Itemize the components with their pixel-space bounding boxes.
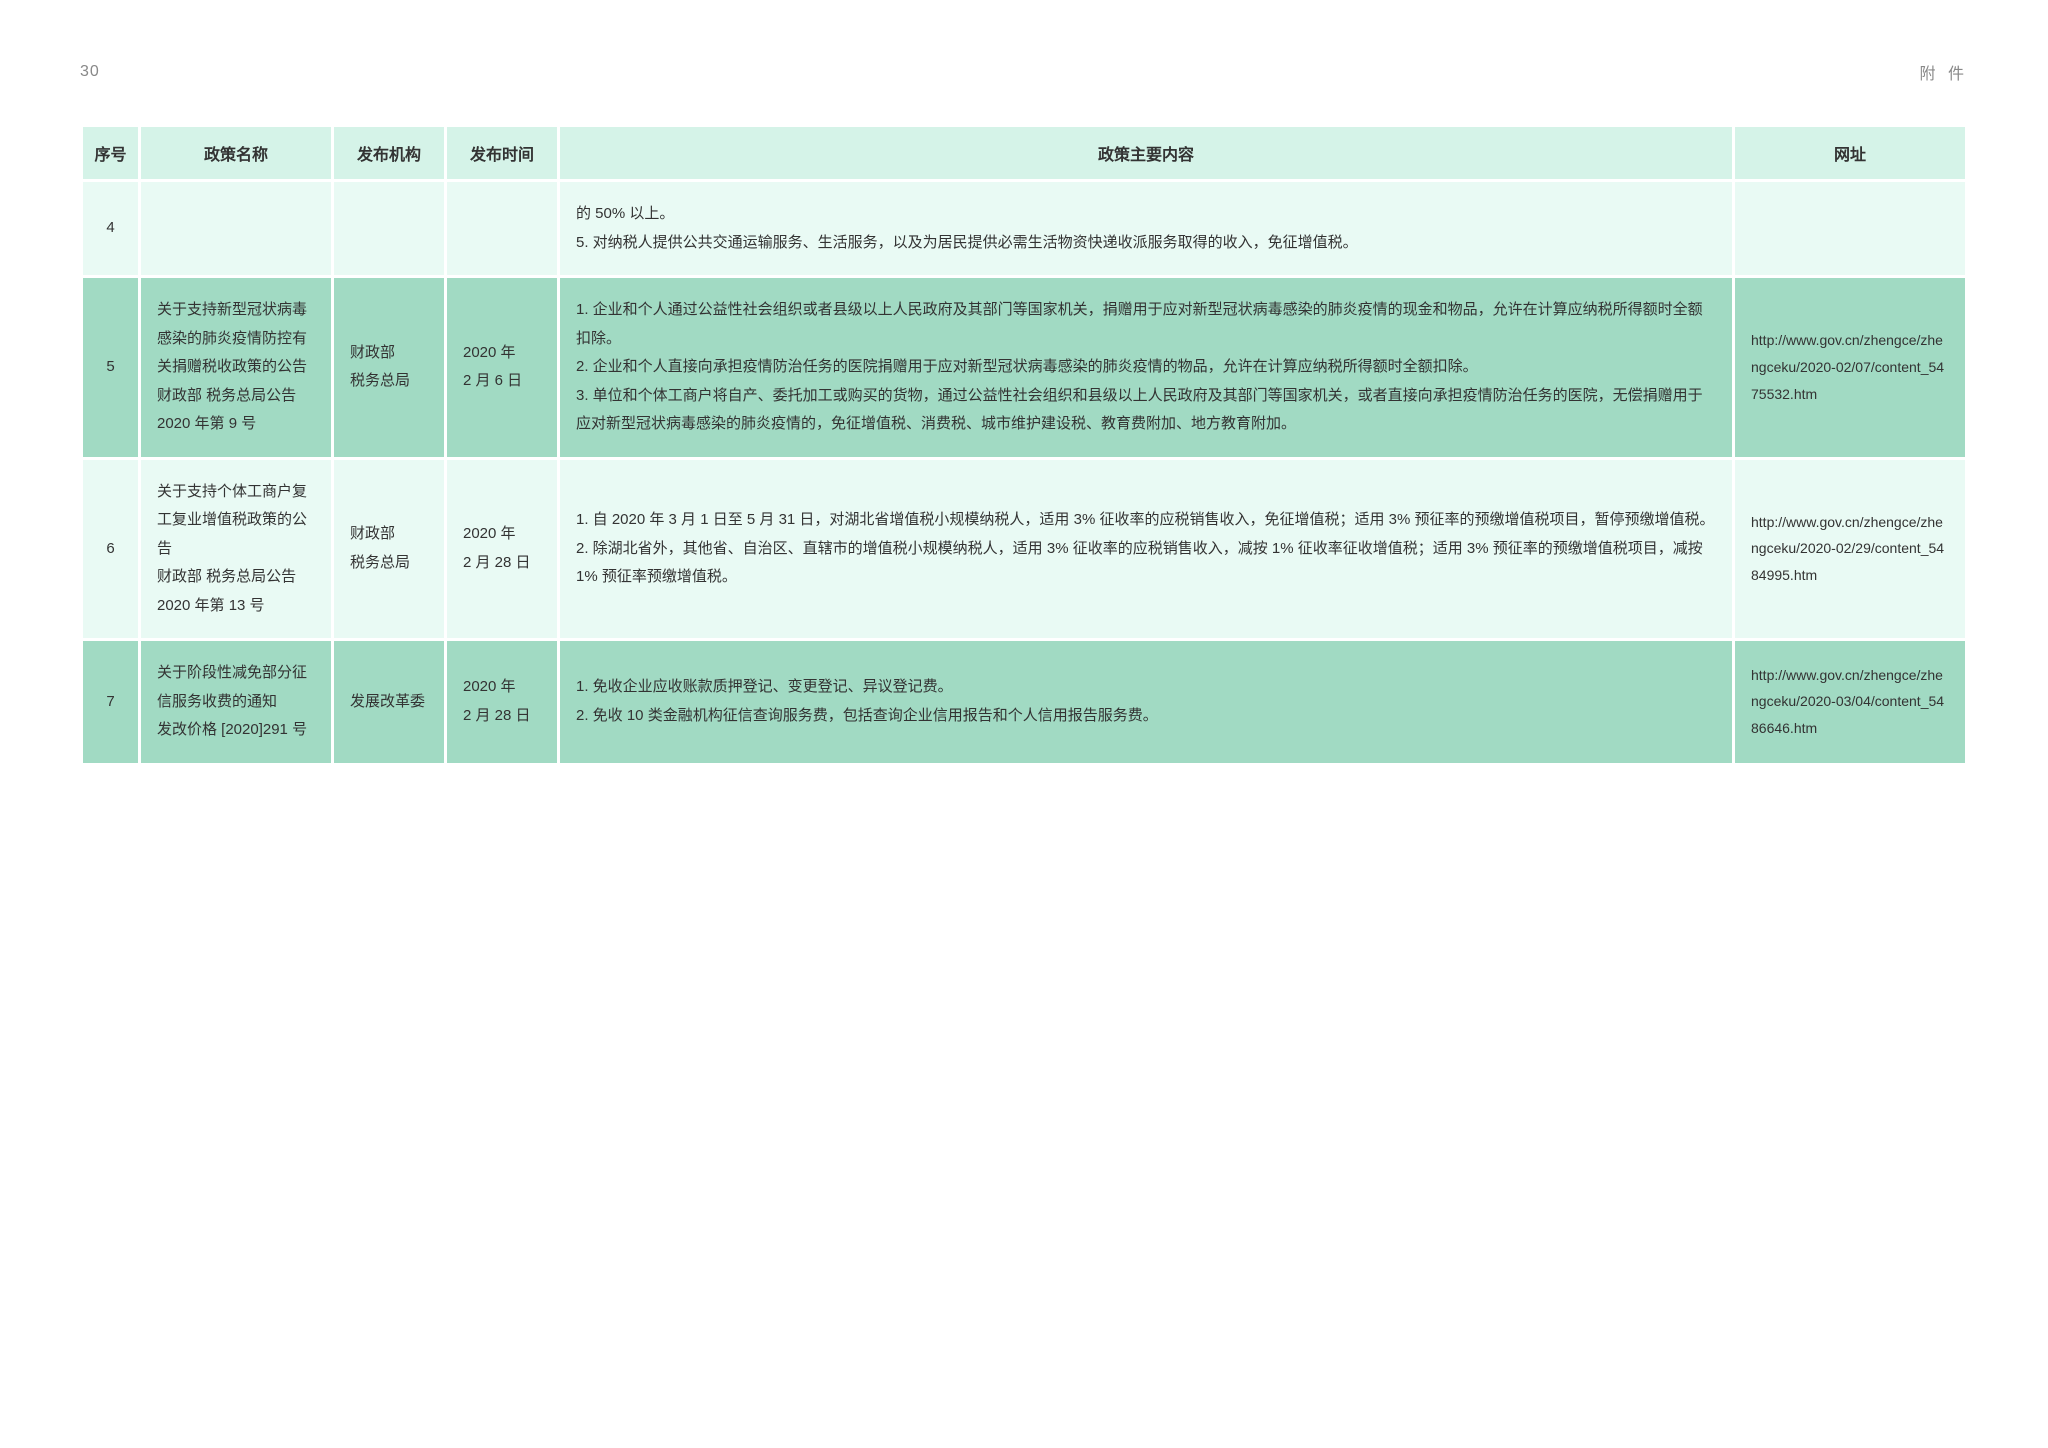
cell-policy-name: 关于阶段性减免部分征信服务收费的通知发改价格 [2020]291 号	[141, 641, 331, 763]
cell-url: http://www.gov.cn/zhengce/zhengceku/2020…	[1735, 460, 1965, 639]
cell-content: 1. 自 2020 年 3 月 1 日至 5 月 31 日，对湖北省增值税小规模…	[560, 460, 1732, 639]
table-row: 7关于阶段性减免部分征信服务收费的通知发改价格 [2020]291 号发展改革委…	[83, 641, 1965, 763]
table-row: 6关于支持个体工商户复工复业增值税政策的公告财政部 税务总局公告 2020 年第…	[83, 460, 1965, 639]
cell-content: 1. 企业和个人通过公益性社会组织或者县级以上人民政府及其部门等国家机关，捐赠用…	[560, 278, 1732, 457]
cell-agency: 财政部税务总局	[334, 278, 444, 457]
cell-agency: 财政部税务总局	[334, 460, 444, 639]
cell-content: 的 50% 以上。5. 对纳税人提供公共交通运输服务、生活服务，以及为居民提供必…	[560, 182, 1732, 275]
col-header-agency: 发布机构	[334, 127, 444, 179]
cell-url: http://www.gov.cn/zhengce/zhengceku/2020…	[1735, 278, 1965, 457]
cell-content: 1. 免收企业应收账款质押登记、变更登记、异议登记费。2. 免收 10 类金融机…	[560, 641, 1732, 763]
cell-agency	[334, 182, 444, 275]
cell-agency: 发展改革委	[334, 641, 444, 763]
table-row: 4 的 50% 以上。5. 对纳税人提供公共交通运输服务、生活服务，以及为居民提供…	[83, 182, 1965, 275]
col-header-name: 政策名称	[141, 127, 331, 179]
cell-date	[447, 182, 557, 275]
table-row: 5关于支持新型冠状病毒感染的肺炎疫情防控有关捐赠税收政策的公告财政部 税务总局公…	[83, 278, 1965, 457]
cell-seq: 4	[83, 182, 138, 275]
cell-url	[1735, 182, 1965, 275]
cell-seq: 6	[83, 460, 138, 639]
cell-date: 2020 年2 月 28 日	[447, 641, 557, 763]
col-header-seq: 序号	[83, 127, 138, 179]
cell-url: http://www.gov.cn/zhengce/zhengceku/2020…	[1735, 641, 1965, 763]
cell-seq: 7	[83, 641, 138, 763]
cell-policy-name	[141, 182, 331, 275]
page-header: 30 附 件	[80, 60, 1968, 84]
cell-policy-name: 关于支持个体工商户复工复业增值税政策的公告财政部 税务总局公告 2020 年第 …	[141, 460, 331, 639]
col-header-url: 网址	[1735, 127, 1965, 179]
cell-policy-name: 关于支持新型冠状病毒感染的肺炎疫情防控有关捐赠税收政策的公告财政部 税务总局公告…	[141, 278, 331, 457]
page-number: 30	[80, 63, 100, 81]
cell-seq: 5	[83, 278, 138, 457]
cell-date: 2020 年2 月 6 日	[447, 278, 557, 457]
policy-table: 序号 政策名称 发布机构 发布时间 政策主要内容 网址 4 的 50% 以上。5.…	[80, 124, 1968, 766]
table-header-row: 序号 政策名称 发布机构 发布时间 政策主要内容 网址	[83, 127, 1965, 179]
col-header-date: 发布时间	[447, 127, 557, 179]
cell-date: 2020 年2 月 28 日	[447, 460, 557, 639]
col-header-content: 政策主要内容	[560, 127, 1732, 179]
page-label: 附 件	[1920, 60, 1968, 84]
